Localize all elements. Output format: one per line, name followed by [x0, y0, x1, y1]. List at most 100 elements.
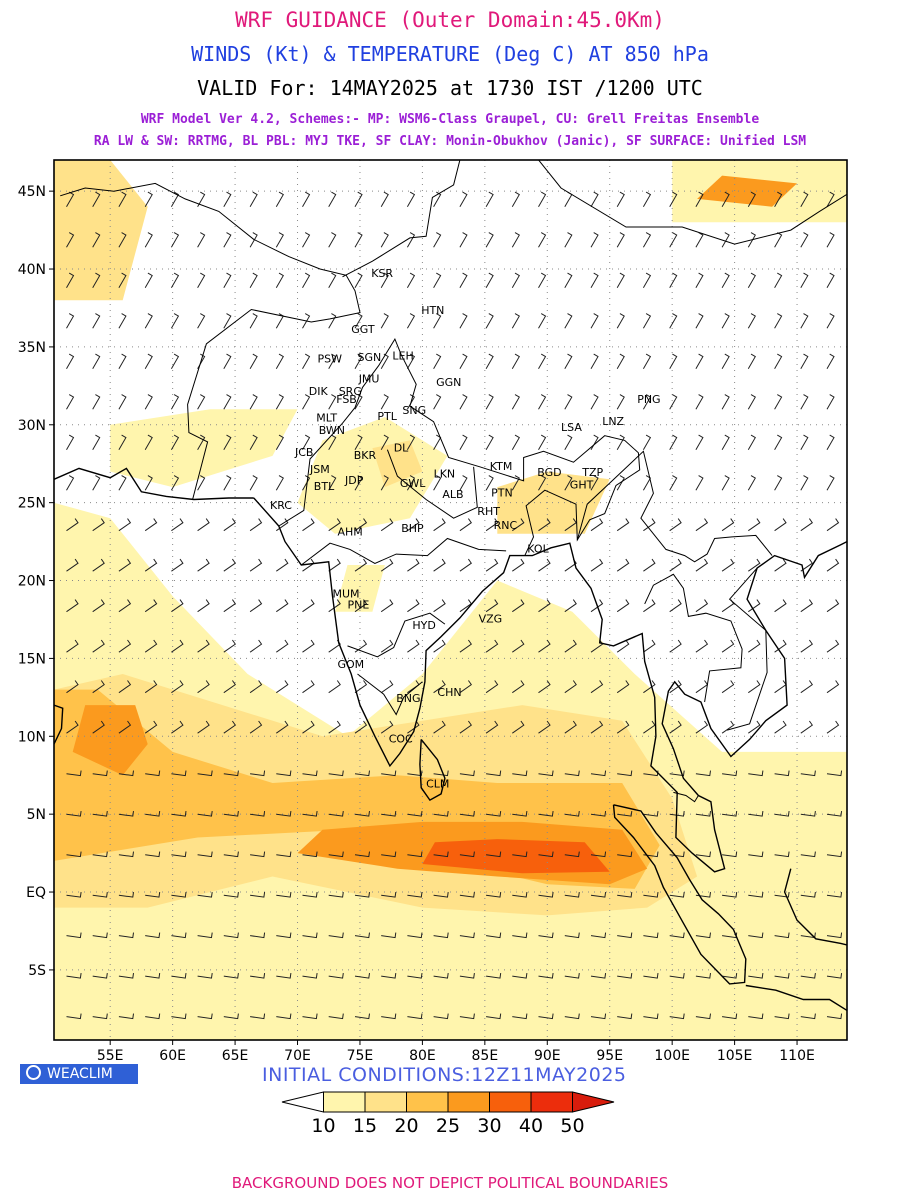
wind-barb	[564, 232, 573, 248]
wind-barb	[590, 1013, 607, 1020]
wind-barb	[302, 353, 311, 369]
logo-ring-icon	[26, 1065, 41, 1080]
wind-barb	[407, 639, 420, 653]
wind-barb	[826, 394, 835, 410]
colorbar-box	[447, 1091, 490, 1113]
wind-barb	[92, 313, 101, 329]
wind-barb	[642, 232, 652, 248]
wind-barb	[774, 851, 790, 858]
wind-barb	[695, 313, 704, 329]
station-label-bkr: BKR	[354, 449, 377, 462]
wind-barb	[512, 518, 525, 532]
wind-barb	[380, 599, 394, 613]
wind-barb	[302, 313, 311, 329]
wind-barb	[590, 272, 599, 288]
station-label-pne: PNE	[348, 599, 370, 612]
station-label-srg: SRG	[339, 385, 362, 398]
wind-barb	[144, 639, 158, 653]
wind-barb	[66, 313, 75, 329]
wind-barb	[380, 518, 394, 532]
wind-barb	[433, 313, 442, 329]
wind-barb	[406, 353, 416, 369]
colorbar-box	[323, 1091, 366, 1113]
wind-barb	[302, 639, 315, 653]
wind-barb	[407, 811, 423, 817]
wind-barb	[66, 232, 75, 248]
wind-barb	[721, 475, 730, 491]
wind-barb	[92, 770, 108, 777]
logo-text: WEACLIM	[47, 1066, 113, 1082]
wind-barb	[276, 1013, 292, 1020]
station-label-ptn: PTN	[491, 486, 513, 499]
wind-barb	[380, 639, 394, 653]
wind-barb	[459, 518, 472, 532]
wind-barb	[406, 313, 416, 329]
wind-barb	[826, 434, 835, 450]
wind-barb	[748, 892, 764, 898]
lon-tick-label: 100E	[654, 1048, 690, 1064]
wind-barb	[354, 434, 363, 450]
wind-barb	[590, 313, 599, 329]
wind-barb	[616, 191, 625, 207]
wind-barb	[170, 475, 180, 491]
wind-barb	[616, 680, 630, 694]
wind-barb	[459, 191, 468, 207]
wind-barb	[564, 973, 580, 979]
wind-barb	[354, 599, 368, 613]
wind-barb	[643, 558, 656, 572]
wind-barb	[380, 475, 389, 491]
wind-barb	[459, 770, 475, 777]
wind-barb	[144, 720, 158, 734]
wind-barb	[459, 353, 468, 369]
wind-barb	[92, 599, 105, 613]
wind-barb	[538, 313, 547, 329]
wind-barb	[486, 851, 502, 858]
wind-barb	[669, 599, 682, 613]
colorbar-box	[530, 1091, 573, 1113]
wind-barb	[774, 811, 790, 817]
wind-barb	[616, 599, 630, 613]
wind-barb	[302, 599, 315, 613]
wind-barb	[643, 811, 659, 817]
wind-barb	[564, 475, 573, 491]
lon-tick-label: 75E	[347, 1048, 374, 1064]
wind-barb	[486, 973, 502, 979]
wind-barb	[826, 1013, 843, 1020]
wind-barb	[669, 932, 685, 939]
wind-barb	[92, 272, 101, 288]
temp-band-40	[422, 839, 610, 874]
wind-barb	[643, 932, 659, 939]
wind-barb	[118, 558, 132, 572]
wind-barb	[302, 892, 318, 898]
wind-barb	[249, 639, 263, 653]
wind-barb	[800, 191, 809, 207]
wind-barb	[538, 932, 554, 939]
temp-band-30-north	[697, 175, 797, 207]
wind-barb	[302, 720, 315, 734]
wind-barb	[380, 558, 394, 572]
wind-barb	[171, 680, 184, 694]
somali-coastline	[54, 704, 64, 745]
wind-barb	[197, 639, 210, 653]
wind-barb	[564, 1013, 580, 1020]
wind-barb	[92, 639, 105, 653]
wind-barb	[538, 558, 551, 572]
colorbar-box	[364, 1091, 407, 1113]
wind-barb	[249, 232, 258, 248]
wind-barb	[826, 973, 843, 979]
lon-tick-label: 105E	[717, 1048, 753, 1064]
wind-barb	[171, 1013, 187, 1020]
wind-barb	[486, 892, 502, 898]
wind-barb	[328, 191, 337, 207]
wind-barb	[669, 434, 678, 450]
central-asia-border	[60, 182, 361, 500]
station-label-rht: RHT	[477, 505, 500, 518]
wind-barb	[512, 558, 525, 572]
wind-barb	[747, 191, 756, 207]
wind-barb	[512, 720, 525, 734]
wind-barb	[826, 191, 835, 207]
station-label-krc: KRC	[270, 499, 292, 512]
wind-barb	[459, 313, 468, 329]
wind-barb	[92, 680, 105, 694]
wind-barb	[695, 680, 709, 694]
